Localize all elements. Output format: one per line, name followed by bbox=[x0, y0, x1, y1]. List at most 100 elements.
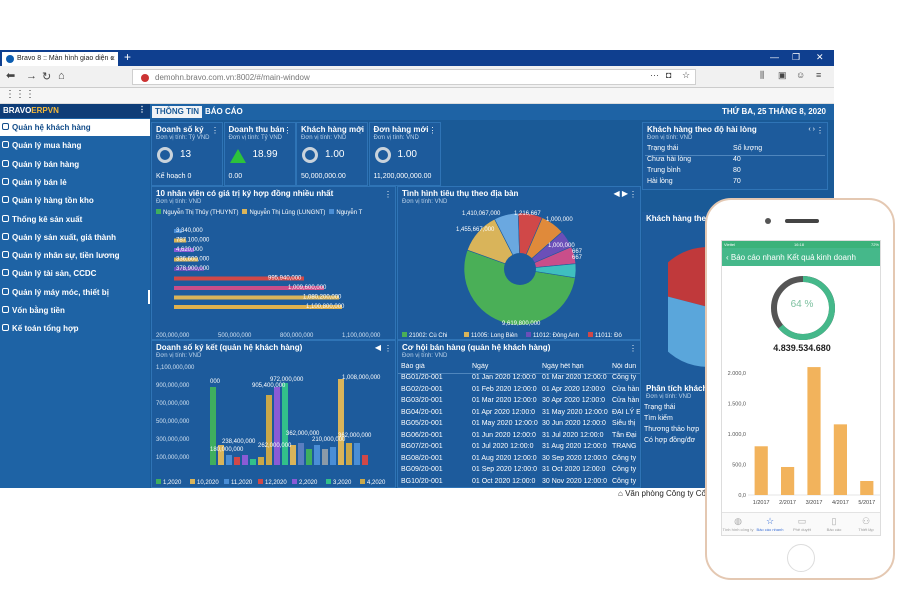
bar-2/2017[interactable] bbox=[781, 466, 795, 495]
menu-icon[interactable]: ≡ bbox=[816, 70, 822, 80]
legend-item[interactable]: Nguyễn Thị Lũng (LUNGNT) bbox=[242, 209, 325, 216]
sidebar-item-1[interactable]: Quản hệ khách hàng bbox=[0, 119, 150, 136]
signed-nav-icon[interactable]: ◀ bbox=[374, 343, 381, 352]
app-grid-icon[interactable]: ⋮⋮⋮ bbox=[5, 89, 35, 100]
quote-code: BG01/20-001 bbox=[401, 374, 443, 381]
home-icon[interactable]: ⌂ bbox=[58, 70, 65, 82]
kpi-menu-icon[interactable]: ⋮ bbox=[211, 126, 219, 135]
sidebar-item-5[interactable]: Quản lý hàng tồn kho bbox=[0, 192, 150, 209]
table-row[interactable]: BG07/20-001 01 Jul 2020 12:00:0 31 Aug 202… bbox=[398, 443, 640, 454]
sidebar-item-7[interactable]: Quản lý sản xuất, giá thành bbox=[0, 229, 150, 246]
sidebar-item-9[interactable]: Quản lý tài sản, CCDC bbox=[0, 265, 150, 282]
account-icon[interactable]: ☺ bbox=[796, 70, 806, 80]
bar-5/2017[interactable] bbox=[860, 480, 874, 495]
region-menu-icon[interactable]: ⋮ bbox=[629, 190, 637, 199]
close-window-button[interactable]: ✕ bbox=[816, 52, 824, 62]
sidebar-menu-icon[interactable]: ⋮ bbox=[138, 105, 146, 114]
maximize-button[interactable]: ❐ bbox=[792, 52, 801, 62]
site-info-icon[interactable] bbox=[141, 74, 149, 82]
brand-logo: BRAVOERPVN ⋮ bbox=[0, 104, 150, 118]
page-actions-icon[interactable]: ··· bbox=[650, 70, 659, 80]
x-tick-label: 2/2017 bbox=[779, 500, 796, 506]
back-label[interactable]: Báo cáo nhanh bbox=[730, 253, 785, 262]
sidebar-item-label: Quản lý máy móc, thiết bị bbox=[12, 287, 109, 297]
table-row[interactable]: BG09/20-001 01 Sep 2020 12:00:0 31 Oct 202… bbox=[398, 466, 640, 477]
forward-icon[interactable]: → bbox=[26, 70, 37, 82]
home-footer-icon: ⌂ bbox=[618, 489, 626, 498]
table-row[interactable]: BG06/20-001 01 Jun 2020 12:00:0 31 Jul 202… bbox=[398, 431, 640, 443]
phone-tab-label: Tình hình công ty bbox=[722, 527, 754, 532]
phone-tab-4[interactable]: ▯ Báo cáo bbox=[818, 516, 850, 532]
analysis-header: Trạng thái bbox=[644, 404, 676, 411]
quote-note: Công ty bbox=[612, 374, 637, 381]
table-row[interactable]: BG04/20-001 01 Apr 2020 12:00:0 31 May 202… bbox=[398, 409, 640, 420]
table-row[interactable]: BG05/20-001 01 May 2020 12:00:0 30 Jun 202… bbox=[398, 420, 640, 431]
bookmark-star-icon[interactable]: ☆ bbox=[682, 70, 691, 80]
table-row[interactable]: BG03/20-001 01 Mar 2020 12:00:0 30 Apr 202… bbox=[398, 397, 640, 408]
quote-expiry: 31 Jul 2020 12:00:0 bbox=[542, 431, 604, 439]
customer-type-panel: Khách hàng theo bbox=[642, 212, 708, 382]
sidebar-item-4[interactable]: Quản lý bán lẻ bbox=[0, 174, 150, 191]
library-icon[interactable]: ⫼ bbox=[760, 70, 765, 80]
close-tab-icon[interactable]: × bbox=[110, 54, 115, 63]
satisfaction-nav-icon[interactable]: ‹ › bbox=[808, 126, 815, 133]
minimize-button[interactable]: — bbox=[770, 52, 779, 62]
reload-icon[interactable]: ↻ bbox=[42, 71, 52, 83]
sidebar-item-12[interactable]: Kế toán tổng hợp bbox=[0, 320, 150, 337]
pocket-icon[interactable]: ◘ bbox=[666, 70, 672, 80]
bar-1/2017[interactable] bbox=[754, 446, 768, 495]
battery-text: 72% bbox=[870, 242, 879, 247]
sidebar-item-3[interactable]: Quản lý bán hàng bbox=[0, 156, 150, 173]
kpi-menu-icon[interactable]: ⋮ bbox=[428, 126, 437, 135]
bar bbox=[346, 443, 352, 465]
sidebar-toggle-icon[interactable]: ▣ bbox=[778, 70, 787, 80]
table-row[interactable]: BG01/20-001 01 Jan 2020 12:00:0 01 Mar 202… bbox=[398, 374, 640, 385]
analysis-row: Tìm kiếm bbox=[644, 415, 673, 422]
signed-menu-icon[interactable]: ⋮ bbox=[384, 344, 392, 353]
bar-3/2017[interactable] bbox=[807, 367, 821, 495]
back-icon[interactable]: ⬅ bbox=[6, 70, 16, 82]
count-cell: 70 bbox=[733, 178, 741, 185]
legend-label: Nguyễn T bbox=[336, 210, 363, 216]
sidebar-item-8[interactable]: Quản lý nhân sự, tiền lương bbox=[0, 247, 150, 264]
module-icon bbox=[2, 159, 9, 167]
bar-label: 1,100,800,000 bbox=[306, 304, 345, 310]
table-row[interactable]: BG02/20-001 01 Feb 2020 12:00:0 01 Apr 202… bbox=[398, 385, 640, 397]
sidebar-item-10[interactable]: Quản lý máy móc, thiết bị bbox=[0, 284, 150, 301]
address-bar[interactable]: demohn.bravo.com.vn:8002/#/main-window bbox=[132, 69, 696, 85]
legend-item[interactable]: Nguyễn T bbox=[329, 209, 363, 216]
table-row[interactable]: BG08/20-001 01 Aug 2020 12:00:0 30 Sep 202… bbox=[398, 454, 640, 466]
table-row[interactable]: BG10/20-001 01 Oct 2020 12:00:0 30 Nov 202… bbox=[398, 478, 640, 488]
browser-tab[interactable]: Bravo 8 :: Màn hình giao diện c × bbox=[2, 52, 118, 66]
slice-label: 667 bbox=[572, 255, 583, 261]
tab-report[interactable]: BÁO CÁO bbox=[205, 107, 243, 116]
sidebar-item-6[interactable]: Thống kê sản xuất bbox=[0, 211, 150, 228]
kpi-menu-icon[interactable]: ⋮ bbox=[283, 126, 292, 135]
top10-menu-icon[interactable]: ⋮ bbox=[384, 190, 392, 199]
legend-item[interactable]: Nguyễn Thị Thủy (THUYNT) bbox=[156, 209, 238, 216]
kpi-menu-icon[interactable]: ⋮ bbox=[356, 126, 364, 135]
kpi-title: Đơn hàng mới bbox=[373, 125, 429, 134]
phone-tab-label: Thiết lập bbox=[858, 527, 874, 532]
bar bbox=[226, 455, 232, 465]
tab-info[interactable]: THÔNG TIN bbox=[152, 106, 202, 118]
back-chevron-icon[interactable]: ‹ bbox=[726, 253, 731, 262]
quote-date: 01 Feb 2020 12:00:0 bbox=[472, 385, 537, 393]
phone-tab-5[interactable]: ⚇ Thiết lập bbox=[850, 516, 880, 532]
quote-code: BG08/20-001 bbox=[401, 454, 443, 462]
phone-tab-2[interactable]: ☆ Báo cáo nhanh bbox=[754, 516, 786, 532]
satisfaction-menu-icon[interactable]: ⋮ bbox=[816, 126, 824, 135]
sidebar-resize-handle[interactable] bbox=[148, 290, 150, 304]
phone-tab-3[interactable]: ▭ Phê duyệt bbox=[786, 516, 818, 532]
sidebar-item-11[interactable]: Vốn bằng tiền bbox=[0, 302, 150, 319]
phone-tab-1[interactable]: ◍ Tình hình công ty bbox=[722, 516, 754, 532]
new-tab-button[interactable]: + bbox=[124, 50, 132, 64]
quotes-menu-icon[interactable]: ⋮ bbox=[629, 344, 637, 353]
region-nav-icon[interactable]: ◀ ▶ bbox=[613, 189, 628, 198]
phone-home-button[interactable] bbox=[787, 544, 815, 572]
region-donut-chart: 1,410,067,000 1,216,667 1,455,667,000 1,000… bbox=[402, 211, 622, 339]
sidebar-item-2[interactable]: Quản lý mua hàng bbox=[0, 137, 150, 154]
signed-bar-chart: 1,100,000,000 900,000,000 700,000,000 500,0… bbox=[156, 365, 386, 486]
gauge-percent: 64 % bbox=[790, 299, 814, 310]
bar-4/2017[interactable] bbox=[833, 424, 847, 495]
